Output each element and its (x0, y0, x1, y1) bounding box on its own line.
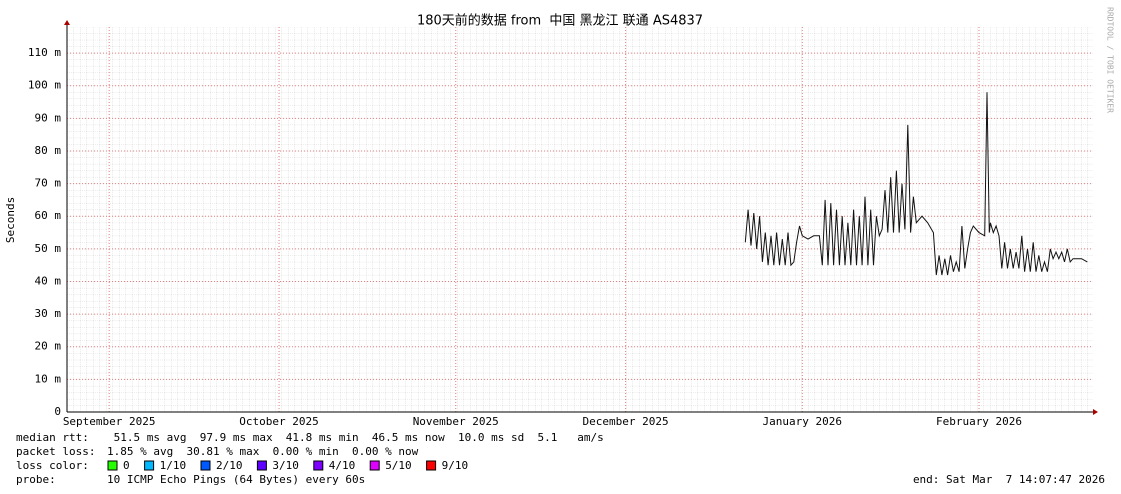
loss-label: 5/10 (385, 459, 412, 472)
loss-swatch (107, 460, 118, 471)
y-tick-label: 40 m (35, 274, 62, 287)
loss-swatch (144, 460, 155, 471)
y-tick-label: 0 (54, 405, 61, 418)
probe-label: probe: (16, 473, 56, 486)
plot (67, 27, 1093, 412)
stat-label: packet loss: (16, 445, 95, 458)
x-tick-label: November 2025 (413, 415, 499, 428)
minor-grid (67, 27, 1093, 412)
x-tick-label: October 2025 (239, 415, 318, 428)
probe-text: 10 ICMP Echo Pings (64 Bytes) every 60s (107, 473, 365, 486)
y-tick-label: 80 m (35, 144, 62, 157)
y-tick-label: 30 m (35, 307, 62, 320)
loss-label: 1/10 (160, 459, 187, 472)
y-tick-label: 90 m (35, 111, 62, 124)
loss-swatch (256, 460, 267, 471)
y-axis-label: Seconds (4, 197, 17, 243)
y-arrow (64, 20, 70, 25)
stat-label: median rtt: (16, 431, 89, 444)
loss-swatch (313, 460, 324, 471)
x-arrow (1093, 409, 1098, 415)
y-tick-label: 70 m (35, 177, 62, 190)
stat-text: 1.85 % avg 30.81 % max 0.00 % min 0.00 %… (107, 445, 419, 458)
x-tick-label: September 2025 (63, 415, 156, 428)
chart-title: 180天前的数据 from 中国 黑龙江 联通 AS4837 (417, 13, 703, 29)
x-tick-label: December 2025 (583, 415, 669, 428)
side-text: RRDTOOL / TOBI OETIKER (1106, 7, 1115, 113)
end-time: end: Sat Mar 7 14:07:47 2026 (913, 473, 1105, 486)
y-tick-label: 110 m (28, 46, 61, 59)
y-tick-label: 60 m (35, 209, 62, 222)
loss-swatch (369, 460, 380, 471)
y-tick-label: 20 m (35, 340, 62, 353)
y-tick-label: 10 m (35, 372, 62, 385)
y-tick-label: 50 m (35, 242, 62, 255)
x-tick-label: January 2026 (763, 415, 842, 428)
stat-text: 51.5 ms avg 97.9 ms max 41.8 ms min 46.5… (107, 431, 604, 444)
loss-label: 2/10 (216, 459, 243, 472)
loss-label: 3/10 (272, 459, 299, 472)
loss-label: loss color: (16, 459, 89, 472)
loss-label: 0 (123, 459, 130, 472)
loss-swatch (426, 460, 437, 471)
loss-swatch (200, 460, 211, 471)
loss-label: 4/10 (329, 459, 356, 472)
x-tick-label: February 2026 (936, 415, 1022, 428)
loss-label: 9/10 (442, 459, 469, 472)
y-tick-label: 100 m (28, 79, 61, 92)
median-line (744, 92, 1088, 276)
